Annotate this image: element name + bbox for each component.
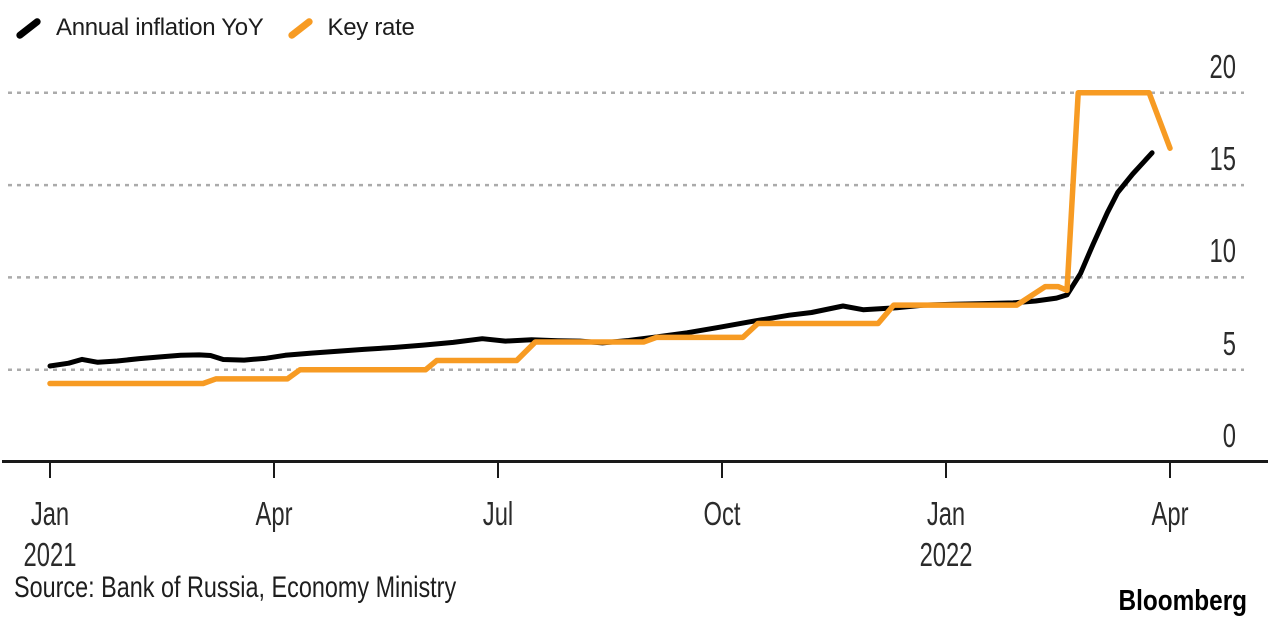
y-axis-label-10: 10 <box>1209 232 1236 270</box>
bloomberg-logo: Bloomberg <box>1118 585 1247 617</box>
y-axis-label-5: 5 <box>1222 324 1236 362</box>
inflation-line-swatch-icon <box>14 16 43 40</box>
x-tick-month: Apr <box>255 495 293 532</box>
chart-legend: Annual inflation YoY Key rate <box>14 14 415 42</box>
legend-item-key-rate: Key rate <box>286 14 415 42</box>
x-tick-month: Jan <box>30 495 70 532</box>
x-axis-label-jul-2021: Jul <box>418 497 578 531</box>
legend-label-key-rate: Key rate <box>327 14 415 41</box>
x-axis-label-apr-2022: Apr <box>1090 497 1250 531</box>
y-axis-label-20: 20 <box>1209 47 1236 85</box>
y-axis-label-0: 0 <box>1222 417 1236 454</box>
x-tick-month: Oct <box>703 495 741 532</box>
x-tick-month: Jan <box>926 495 966 532</box>
x-axis-label-jan-2022: Jan 2022 <box>866 497 1026 572</box>
x-axis-label-apr-2021: Apr <box>194 497 354 531</box>
legend-label-inflation: Annual inflation YoY <box>56 14 264 41</box>
x-axis-label-oct-2021: Oct <box>642 497 802 531</box>
x-tick-year: 2022 <box>919 536 973 573</box>
legend-item-inflation: Annual inflation YoY <box>14 14 264 42</box>
key-rate-line-swatch-icon <box>286 16 314 40</box>
x-tick-month: Jul <box>482 495 514 532</box>
x-axis-label-jan-2021: Jan 2021 <box>0 497 130 572</box>
x-tick-month: Apr <box>1151 495 1189 532</box>
series-line-key-rate <box>47 90 1173 387</box>
source-attribution: Source: Bank of Russia, Economy Ministry <box>14 571 457 604</box>
x-tick-year: 2021 <box>23 536 77 573</box>
y-axis-label-15: 15 <box>1209 140 1236 178</box>
